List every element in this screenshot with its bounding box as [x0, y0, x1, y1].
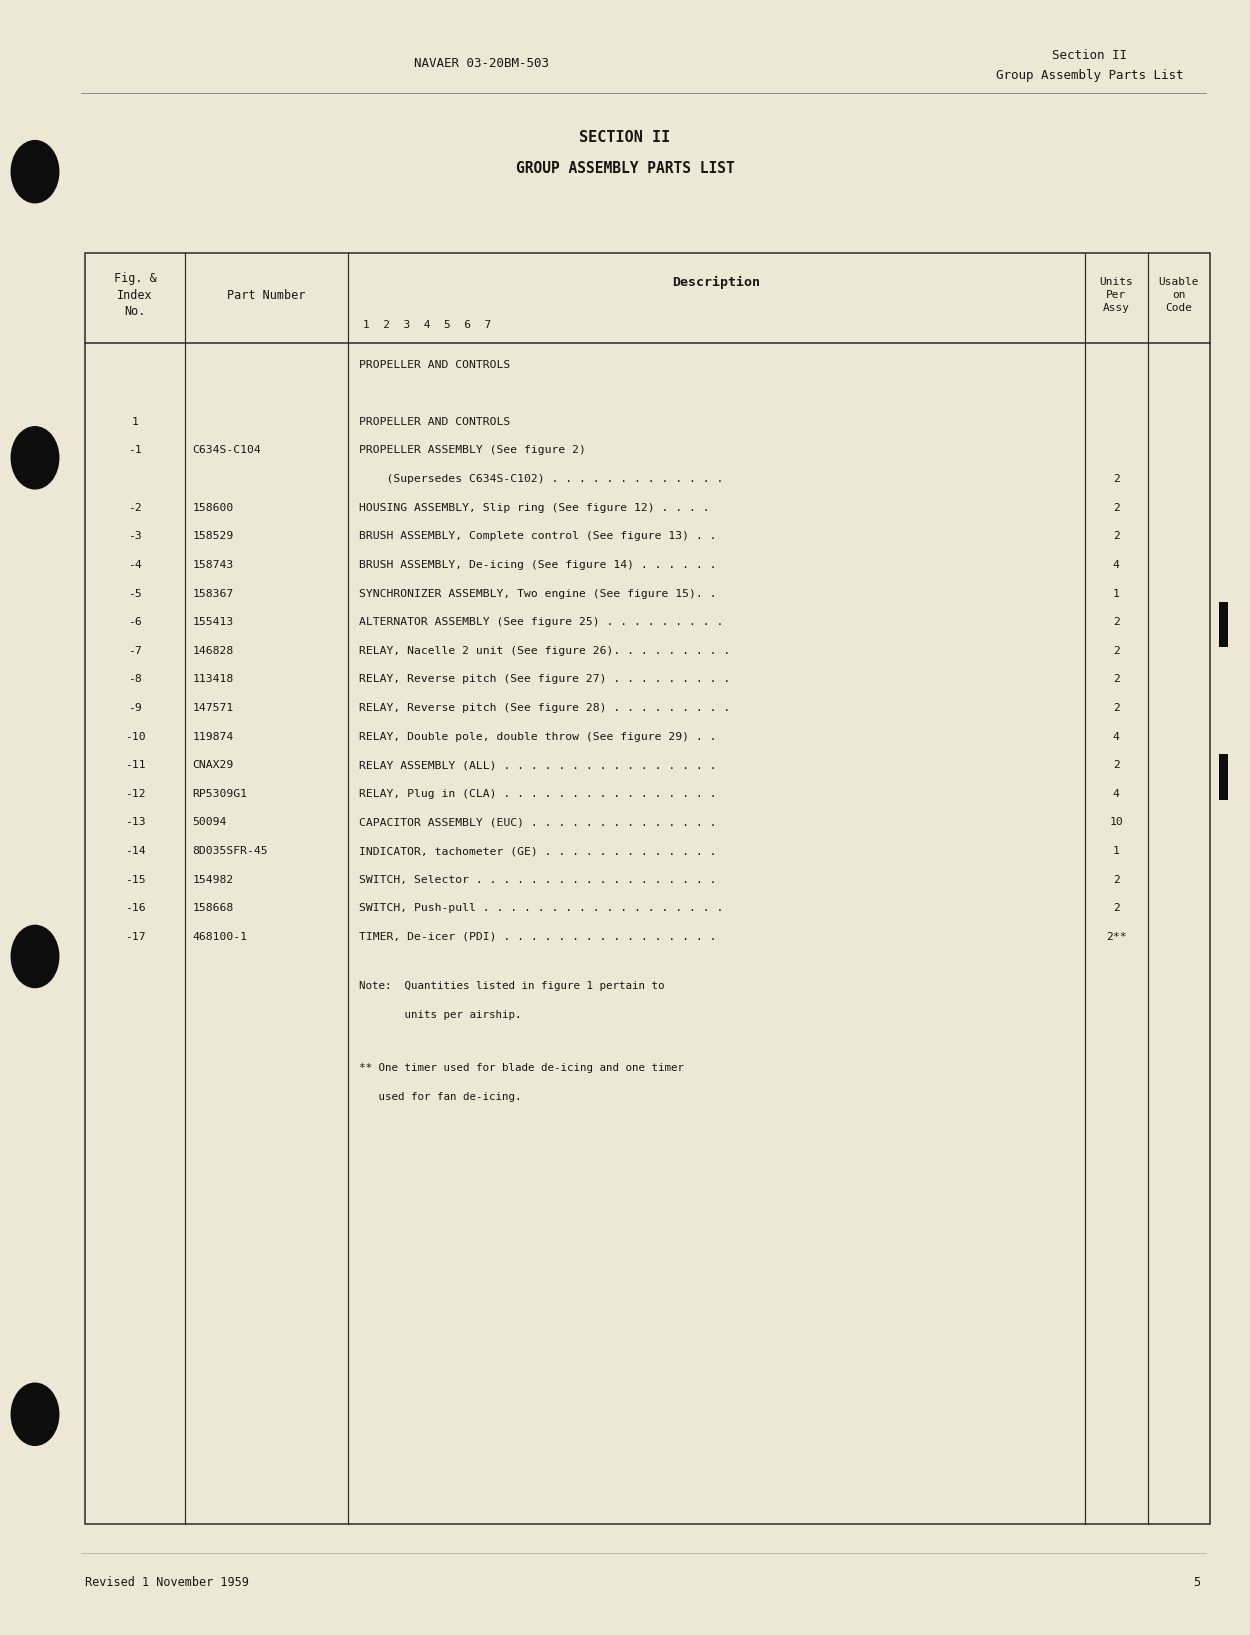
Text: 2: 2 — [1112, 531, 1120, 541]
Text: ** One timer used for blade de-icing and one timer: ** One timer used for blade de-icing and… — [359, 1063, 684, 1073]
Circle shape — [11, 141, 59, 203]
Text: (Supersedes C634S-C102) . . . . . . . . . . . . .: (Supersedes C634S-C102) . . . . . . . . … — [359, 474, 722, 484]
Text: RP5309G1: RP5309G1 — [192, 788, 248, 800]
Bar — [1219, 754, 1228, 800]
Text: -7: -7 — [129, 646, 142, 656]
Text: used for fan de-icing.: used for fan de-icing. — [359, 1092, 521, 1102]
Text: 2: 2 — [1112, 760, 1120, 770]
Text: 113418: 113418 — [192, 674, 234, 685]
Text: 50094: 50094 — [192, 818, 228, 827]
Text: HOUSING ASSEMBLY, Slip ring (See figure 12) . . . .: HOUSING ASSEMBLY, Slip ring (See figure … — [359, 502, 710, 513]
Text: 2: 2 — [1112, 875, 1120, 885]
Text: Usable
on
Code: Usable on Code — [1159, 278, 1199, 312]
Text: SWITCH, Push-pull . . . . . . . . . . . . . . . . . .: SWITCH, Push-pull . . . . . . . . . . . … — [359, 903, 722, 914]
Text: SECTION II: SECTION II — [580, 129, 670, 146]
Text: 10: 10 — [1110, 818, 1124, 827]
Text: RELAY, Nacelle 2 unit (See figure 26). . . . . . . . .: RELAY, Nacelle 2 unit (See figure 26). .… — [359, 646, 730, 656]
Text: Part Number: Part Number — [228, 289, 305, 301]
Text: RELAY, Plug in (CLA) . . . . . . . . . . . . . . . .: RELAY, Plug in (CLA) . . . . . . . . . .… — [359, 788, 716, 800]
Text: Description: Description — [672, 276, 760, 289]
Text: 1  2  3  4  5  6  7: 1 2 3 4 5 6 7 — [362, 320, 491, 330]
Text: PROPELLER AND CONTROLS: PROPELLER AND CONTROLS — [359, 360, 510, 370]
Text: RELAY ASSEMBLY (ALL) . . . . . . . . . . . . . . . .: RELAY ASSEMBLY (ALL) . . . . . . . . . .… — [359, 760, 716, 770]
Text: 146828: 146828 — [192, 646, 234, 656]
Text: -13: -13 — [125, 818, 145, 827]
Text: -8: -8 — [129, 674, 142, 685]
Text: Fig. &
Index
No.: Fig. & Index No. — [114, 271, 156, 319]
Text: 2: 2 — [1112, 646, 1120, 656]
Text: Group Assembly Parts List: Group Assembly Parts List — [996, 69, 1184, 82]
Bar — [85, 253, 1210, 1524]
Text: PROPELLER AND CONTROLS: PROPELLER AND CONTROLS — [359, 417, 510, 427]
Text: 158367: 158367 — [192, 589, 234, 598]
Text: CNAX29: CNAX29 — [192, 760, 234, 770]
Text: GROUP ASSEMBLY PARTS LIST: GROUP ASSEMBLY PARTS LIST — [516, 160, 735, 177]
Text: Section II: Section II — [1052, 49, 1128, 62]
Text: -12: -12 — [125, 788, 145, 800]
Text: 468100-1: 468100-1 — [192, 932, 248, 942]
Text: -9: -9 — [129, 703, 142, 713]
Text: -1: -1 — [129, 445, 142, 456]
Circle shape — [11, 925, 59, 988]
Text: Note:  Quantities listed in figure 1 pertain to: Note: Quantities listed in figure 1 pert… — [359, 981, 664, 991]
Text: 5: 5 — [1192, 1576, 1200, 1589]
Text: BRUSH ASSEMBLY, De-icing (See figure 14) . . . . . .: BRUSH ASSEMBLY, De-icing (See figure 14)… — [359, 559, 716, 571]
Text: 158743: 158743 — [192, 559, 234, 571]
Text: -11: -11 — [125, 760, 145, 770]
Text: TIMER, De-icer (PDI) . . . . . . . . . . . . . . . .: TIMER, De-icer (PDI) . . . . . . . . . .… — [359, 932, 716, 942]
Text: 2: 2 — [1112, 903, 1120, 914]
Text: -14: -14 — [125, 845, 145, 857]
Circle shape — [11, 1383, 59, 1445]
Text: 155413: 155413 — [192, 616, 234, 628]
Text: units per airship.: units per airship. — [359, 1010, 521, 1020]
Text: CAPACITOR ASSEMBLY (EUC) . . . . . . . . . . . . . .: CAPACITOR ASSEMBLY (EUC) . . . . . . . .… — [359, 818, 716, 827]
Text: -16: -16 — [125, 903, 145, 914]
Text: 2: 2 — [1112, 674, 1120, 685]
Text: INDICATOR, tachometer (GE) . . . . . . . . . . . . .: INDICATOR, tachometer (GE) . . . . . . .… — [359, 845, 716, 857]
Text: -4: -4 — [129, 559, 142, 571]
Circle shape — [11, 427, 59, 489]
Text: NAVAER 03-20BM-503: NAVAER 03-20BM-503 — [414, 57, 549, 70]
Text: 154982: 154982 — [192, 875, 234, 885]
Text: 8D035SFR-45: 8D035SFR-45 — [192, 845, 269, 857]
Text: 4: 4 — [1112, 788, 1120, 800]
Text: RELAY, Reverse pitch (See figure 27) . . . . . . . . .: RELAY, Reverse pitch (See figure 27) . .… — [359, 674, 730, 685]
Text: 2: 2 — [1112, 502, 1120, 513]
Text: ALTERNATOR ASSEMBLY (See figure 25) . . . . . . . . .: ALTERNATOR ASSEMBLY (See figure 25) . . … — [359, 616, 722, 628]
Text: 158668: 158668 — [192, 903, 234, 914]
Text: -5: -5 — [129, 589, 142, 598]
Text: PROPELLER ASSEMBLY (See figure 2): PROPELLER ASSEMBLY (See figure 2) — [359, 445, 585, 456]
Text: 4: 4 — [1112, 731, 1120, 742]
Text: 1: 1 — [131, 417, 139, 427]
Text: -10: -10 — [125, 731, 145, 742]
Text: 2**: 2** — [1106, 932, 1126, 942]
Text: -15: -15 — [125, 875, 145, 885]
Text: BRUSH ASSEMBLY, Complete control (See figure 13) . .: BRUSH ASSEMBLY, Complete control (See fi… — [359, 531, 716, 541]
Text: 147571: 147571 — [192, 703, 234, 713]
Text: 2: 2 — [1112, 474, 1120, 484]
Text: C634S-C104: C634S-C104 — [192, 445, 261, 456]
Text: RELAY, Reverse pitch (See figure 28) . . . . . . . . .: RELAY, Reverse pitch (See figure 28) . .… — [359, 703, 730, 713]
Text: -3: -3 — [129, 531, 142, 541]
Text: -2: -2 — [129, 502, 142, 513]
Bar — [1219, 602, 1228, 647]
Text: 1: 1 — [1112, 845, 1120, 857]
Text: Revised 1 November 1959: Revised 1 November 1959 — [85, 1576, 249, 1589]
Text: -6: -6 — [129, 616, 142, 628]
Text: SYNCHRONIZER ASSEMBLY, Two engine (See figure 15). .: SYNCHRONIZER ASSEMBLY, Two engine (See f… — [359, 589, 716, 598]
Text: SWITCH, Selector . . . . . . . . . . . . . . . . . .: SWITCH, Selector . . . . . . . . . . . .… — [359, 875, 716, 885]
Text: 1: 1 — [1112, 589, 1120, 598]
Text: 119874: 119874 — [192, 731, 234, 742]
Text: Units
Per
Assy: Units Per Assy — [1100, 278, 1134, 312]
Text: 2: 2 — [1112, 616, 1120, 628]
Text: 2: 2 — [1112, 703, 1120, 713]
Text: 158600: 158600 — [192, 502, 234, 513]
Text: -17: -17 — [125, 932, 145, 942]
Text: 158529: 158529 — [192, 531, 234, 541]
Text: RELAY, Double pole, double throw (See figure 29) . .: RELAY, Double pole, double throw (See fi… — [359, 731, 716, 742]
Text: 4: 4 — [1112, 559, 1120, 571]
